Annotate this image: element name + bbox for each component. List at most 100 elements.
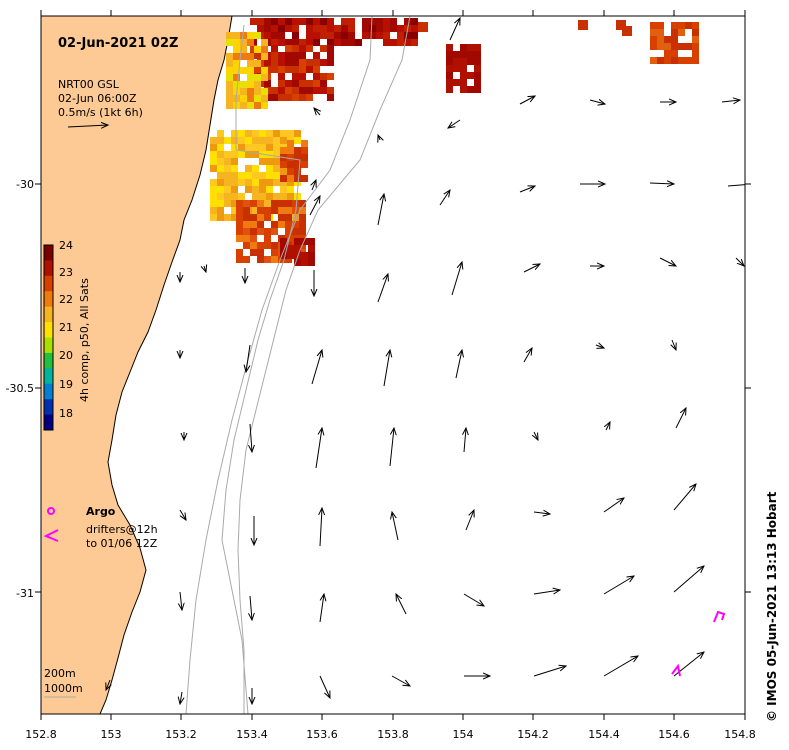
sst-pixel — [278, 73, 285, 80]
x-tick-154: 154 — [453, 728, 474, 741]
x-tick-153: 153 — [101, 728, 122, 741]
current-vector — [533, 590, 560, 595]
sst-pixel — [299, 59, 306, 66]
sst-pixel — [273, 137, 280, 144]
sst-pixel — [320, 18, 327, 25]
colorbar-segment — [44, 352, 53, 369]
sst-pixel — [301, 252, 308, 259]
sst-pixel — [341, 18, 348, 25]
current-vector — [603, 576, 634, 595]
sst-pixel — [334, 32, 341, 39]
sst-pixel — [362, 32, 369, 39]
sst-pixel — [226, 74, 233, 81]
sst-pixel — [622, 26, 632, 36]
sst-pixel — [257, 52, 264, 59]
sst-pixel — [240, 95, 247, 102]
sst-pixel — [233, 67, 240, 74]
sst-pixel — [252, 179, 259, 186]
sst-pixel — [266, 151, 273, 158]
sst-pixel — [327, 25, 334, 32]
current-vector — [377, 274, 388, 303]
sst-pixel — [299, 207, 306, 214]
x-tick-154.4: 154.4 — [588, 728, 620, 741]
sst-pixel — [243, 214, 250, 221]
sst-pixel — [313, 32, 320, 39]
sst-pixel — [285, 228, 292, 235]
current-vector — [246, 344, 251, 372]
sst-pixel — [240, 102, 247, 109]
sst-pixel — [292, 80, 299, 87]
sst-pixel — [383, 32, 390, 39]
sst-pixel — [278, 18, 285, 25]
sst-pixel — [231, 151, 238, 158]
sst-pixel — [264, 25, 271, 32]
y-tick-minus31: -31 — [16, 587, 34, 600]
sst-pixel — [254, 95, 261, 102]
sst-pixel — [446, 51, 453, 58]
sst-pixel — [224, 186, 231, 193]
sst-pixel — [446, 86, 453, 93]
sst-pixel — [306, 94, 313, 101]
current-vector — [673, 484, 696, 511]
sst-pixel — [327, 45, 334, 52]
current-vector — [606, 422, 610, 431]
sst-pixel — [292, 73, 299, 80]
sst-pixel — [233, 60, 240, 67]
sst-pixel — [685, 57, 692, 64]
sst-pixel — [257, 256, 264, 263]
sst-pixel — [224, 200, 231, 207]
sst-pixel — [231, 158, 238, 165]
sst-pixel — [320, 80, 327, 87]
sst-pixel — [240, 88, 247, 95]
colorbar-tick-18: 18 — [59, 407, 73, 420]
sst-pixel — [247, 95, 254, 102]
sst-pixel — [285, 39, 292, 46]
sst-pixel — [657, 57, 664, 64]
sst-pixel — [278, 87, 285, 94]
sst-pixel — [226, 67, 233, 74]
sst-pixel — [264, 80, 271, 87]
sst-pixel — [292, 18, 299, 25]
sst-pixel — [266, 158, 273, 165]
sst-pixel — [460, 86, 467, 93]
sst-pixel — [245, 172, 252, 179]
drifter-track-2 — [671, 663, 681, 677]
sst-pixel — [287, 252, 294, 259]
sst-pixel — [231, 207, 238, 214]
sst-pixel — [411, 32, 418, 39]
sst-pixel — [294, 130, 301, 137]
sst-pixel — [299, 94, 306, 101]
depth-label-1000m: 1000m — [44, 682, 83, 695]
sst-pixel — [247, 81, 254, 88]
sst-pixel — [313, 18, 320, 25]
sst-pixel — [390, 39, 397, 46]
sst-pixel — [238, 151, 245, 158]
sst-pixel — [474, 65, 481, 72]
sst-pixel — [390, 25, 397, 32]
sst-pixel — [273, 165, 280, 172]
colorbar-tick-21: 21 — [59, 321, 73, 334]
current-vector — [250, 423, 252, 452]
sst-pixel — [261, 67, 268, 74]
current-vector — [389, 428, 394, 467]
sst-pixel — [285, 214, 292, 221]
sst-pixel — [678, 43, 685, 50]
current-vector — [595, 345, 604, 348]
x-tick-154.2: 154.2 — [517, 728, 549, 741]
sst-pixel — [292, 45, 299, 52]
sst-pixel — [280, 161, 287, 168]
sst-pixel — [292, 25, 299, 32]
sst-pixel — [285, 221, 292, 228]
sst-pixel — [280, 147, 287, 154]
sst-pixel — [226, 102, 233, 109]
sst-pixel — [453, 58, 460, 65]
isobath-1000m-b — [185, 16, 373, 714]
sst-pixel — [299, 52, 306, 59]
current-vector — [672, 339, 676, 350]
current-vector — [533, 512, 550, 514]
vector-legend-line3: 0.5m/s (1kt 6h) — [58, 106, 143, 119]
sst-pixel — [278, 32, 285, 39]
sst-pixel — [292, 39, 299, 46]
sst-pixel — [294, 179, 301, 186]
sst-pixel — [245, 186, 252, 193]
